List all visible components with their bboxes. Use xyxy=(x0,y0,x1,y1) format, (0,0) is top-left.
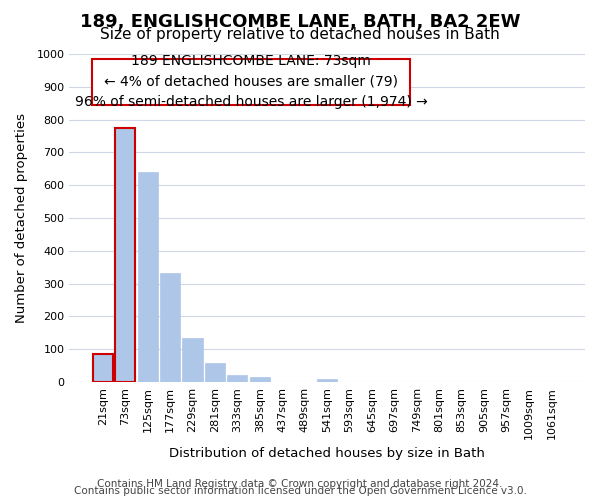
Bar xyxy=(182,338,203,382)
Text: Contains HM Land Registry data © Crown copyright and database right 2024.: Contains HM Land Registry data © Crown c… xyxy=(97,479,503,489)
Bar xyxy=(115,128,135,382)
Bar xyxy=(227,374,247,382)
Bar xyxy=(92,354,113,382)
X-axis label: Distribution of detached houses by size in Bath: Distribution of detached houses by size … xyxy=(169,447,485,460)
Bar xyxy=(250,377,270,382)
Text: Contains public sector information licensed under the Open Government Licence v3: Contains public sector information licen… xyxy=(74,486,526,496)
Text: 189 ENGLISHCOMBE LANE: 73sqm
← 4% of detached houses are smaller (79)
96% of sem: 189 ENGLISHCOMBE LANE: 73sqm ← 4% of det… xyxy=(74,54,427,110)
Bar xyxy=(137,172,158,382)
Y-axis label: Number of detached properties: Number of detached properties xyxy=(15,113,28,323)
Text: Size of property relative to detached houses in Bath: Size of property relative to detached ho… xyxy=(100,28,500,42)
Bar xyxy=(317,380,337,382)
FancyBboxPatch shape xyxy=(92,59,410,105)
Bar xyxy=(160,273,180,382)
Text: 189, ENGLISHCOMBE LANE, BATH, BA2 2EW: 189, ENGLISHCOMBE LANE, BATH, BA2 2EW xyxy=(80,12,520,30)
Bar xyxy=(205,363,225,382)
